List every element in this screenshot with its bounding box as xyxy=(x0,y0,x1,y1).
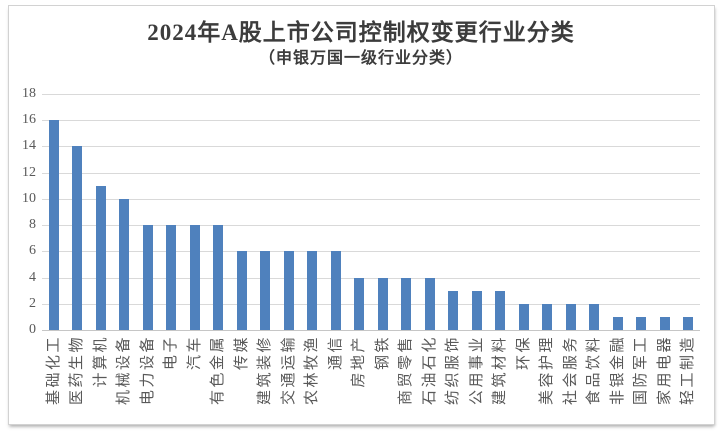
gridline xyxy=(42,277,700,279)
bar xyxy=(471,290,482,330)
bar xyxy=(542,303,553,330)
x-axis-category-label: 传媒 xyxy=(233,335,250,371)
y-axis-tick-label: 2 xyxy=(29,295,36,311)
x-axis-category-label: 食品饮料 xyxy=(586,335,603,406)
y-axis-tick-label: 14 xyxy=(22,138,36,154)
bar xyxy=(612,316,623,330)
bar xyxy=(119,198,130,330)
x-axis-category-label: 美容护理 xyxy=(539,335,556,406)
x-axis-category-label: 商贸零售 xyxy=(398,335,415,406)
gridline xyxy=(42,146,700,148)
x-axis-category-label: 农林牧渔 xyxy=(304,335,321,406)
bar xyxy=(283,251,294,330)
gridline xyxy=(42,172,700,174)
y-axis-tick-label: 18 xyxy=(22,86,36,101)
chart-title: 2024年A股上市公司控制权变更行业分类 xyxy=(147,20,575,45)
gridline xyxy=(42,303,700,305)
x-axis-category-label: 家用电器 xyxy=(656,335,673,406)
y-axis: 0 2 4 6 8 10 12 14 16 18 xyxy=(0,0,36,434)
y-axis-tick-label: 6 xyxy=(29,243,36,259)
bar xyxy=(589,303,600,330)
x-axis-category-label: 建筑装修 xyxy=(257,335,274,406)
bar xyxy=(236,251,247,330)
y-axis-tick-label: 10 xyxy=(22,190,36,206)
gridline xyxy=(42,251,700,253)
x-axis-category-label: 纺织服饰 xyxy=(445,335,462,406)
bar xyxy=(659,316,670,330)
bar xyxy=(166,225,177,330)
bar xyxy=(95,185,106,330)
bar xyxy=(330,251,341,330)
bar xyxy=(377,277,388,330)
bar xyxy=(307,251,318,330)
bar xyxy=(565,303,576,330)
y-axis-tick-label: 8 xyxy=(29,217,36,233)
bar xyxy=(636,316,647,330)
x-axis-category-label: 机械设备 xyxy=(116,335,133,406)
y-axis-tick-label: 12 xyxy=(22,164,36,180)
x-axis-category-label: 通信 xyxy=(327,335,344,371)
bar xyxy=(495,290,506,330)
x-axis-category-label: 汽车 xyxy=(186,335,203,371)
x-axis-category-label: 电子 xyxy=(163,335,180,371)
gridline xyxy=(42,225,700,227)
x-axis-category-label: 建筑材料 xyxy=(492,335,509,406)
bar xyxy=(401,277,412,330)
bar xyxy=(213,225,224,330)
x-axis-category-label: 社会服务 xyxy=(562,335,579,406)
x-axis-category-label: 公用事业 xyxy=(468,335,485,406)
plot-area xyxy=(42,94,700,331)
x-axis-category-label: 环保 xyxy=(515,335,532,371)
bar xyxy=(683,316,694,330)
y-axis-tick-label: 0 xyxy=(29,322,36,337)
gridline xyxy=(42,94,700,95)
x-axis-category-label: 有色金属 xyxy=(210,335,227,406)
bar xyxy=(48,120,59,330)
x-axis-category-label: 国防军工 xyxy=(633,335,650,406)
bar xyxy=(354,277,365,330)
x-axis: 基础化工 医药生物 计算机 机械设备 电力设备 电子 汽车 有色金属 传媒 建筑装修 交通运输 农林牧… xyxy=(0,335,722,430)
x-axis-category-label: 计算机 xyxy=(92,335,109,388)
bar xyxy=(260,251,271,330)
x-axis-category-label: 钢铁 xyxy=(374,335,391,371)
bar xyxy=(189,225,200,330)
x-axis-category-label: 交通运输 xyxy=(280,335,297,406)
x-axis-category-label: 轻工制造 xyxy=(680,335,697,406)
x-axis-category-label: 基础化工 xyxy=(45,335,62,406)
gridline xyxy=(42,120,700,122)
bar xyxy=(448,290,459,330)
bar xyxy=(142,225,153,330)
y-axis-tick-label: 4 xyxy=(29,269,36,285)
x-axis-category-label: 医药生物 xyxy=(69,335,86,406)
x-axis-category-label: 石油石化 xyxy=(421,335,438,406)
y-axis-tick-label: 16 xyxy=(22,112,36,128)
bar xyxy=(518,303,529,330)
x-axis-category-label: 房地产 xyxy=(351,335,368,388)
bar xyxy=(72,146,83,330)
chart-subtitle: （申银万国一级行业分类） xyxy=(258,50,463,67)
x-axis-category-label: 电力设备 xyxy=(139,335,156,406)
x-axis-category-label: 非银金融 xyxy=(609,335,626,406)
bar xyxy=(424,277,435,330)
gridline xyxy=(42,198,700,200)
